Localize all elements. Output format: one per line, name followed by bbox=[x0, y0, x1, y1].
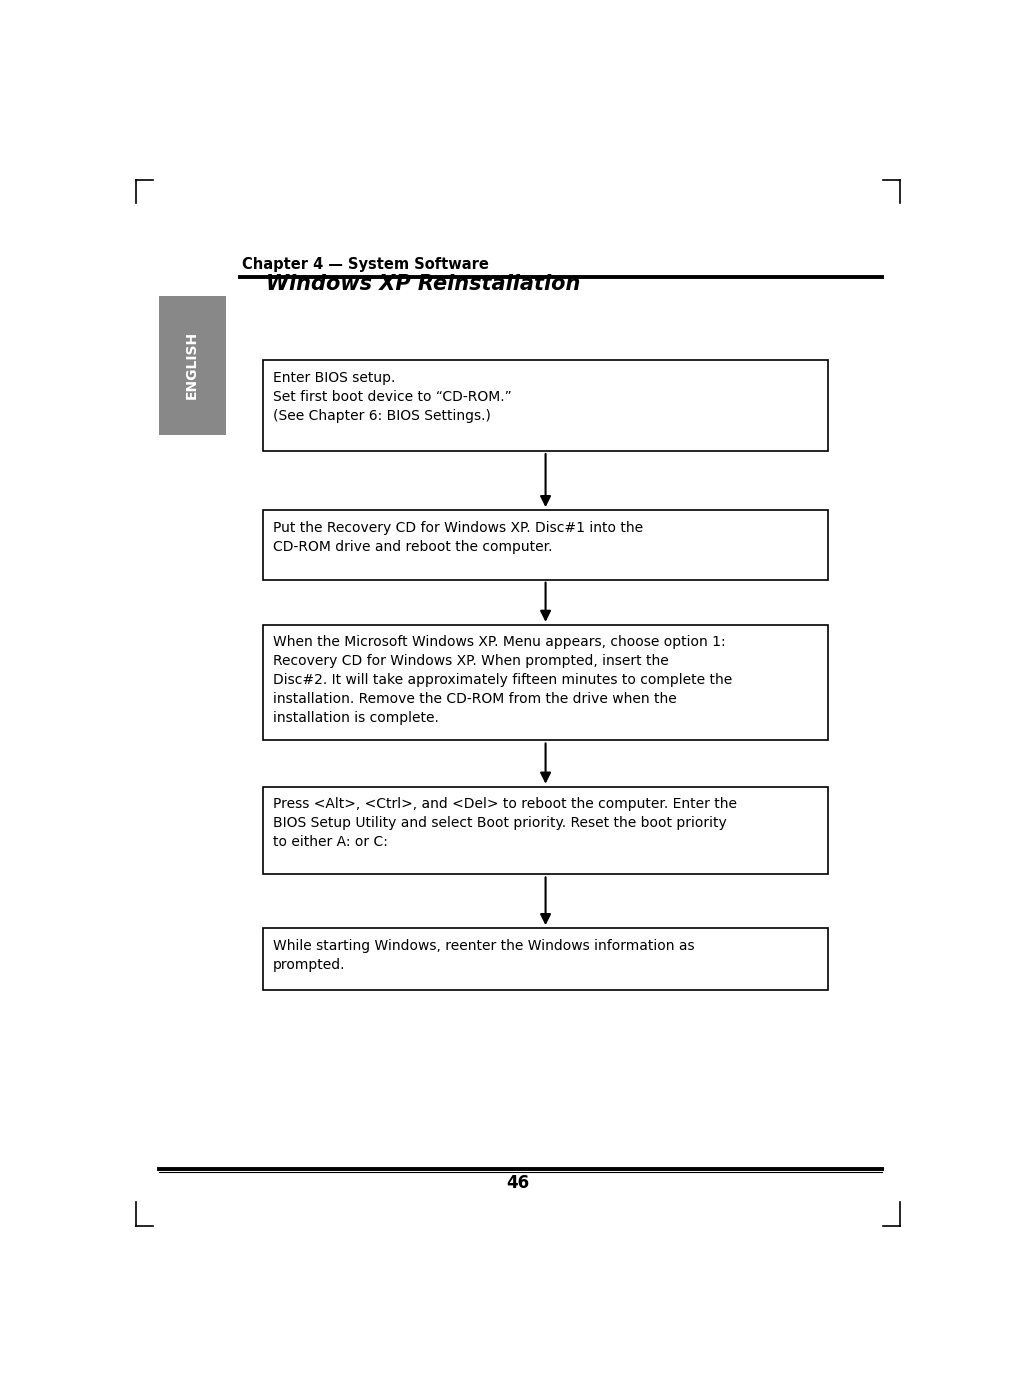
FancyBboxPatch shape bbox=[264, 786, 828, 874]
FancyBboxPatch shape bbox=[264, 509, 828, 579]
Text: Enter BIOS setup.
Set first boot device to “CD-ROM.”
(See Chapter 6: BIOS Settin: Enter BIOS setup. Set first boot device … bbox=[273, 370, 512, 423]
Text: When the Microsoft Windows XP. Menu appears, choose option 1:
Recovery CD for Wi: When the Microsoft Windows XP. Menu appe… bbox=[273, 635, 732, 725]
Text: Windows XP Reinstallation: Windows XP Reinstallation bbox=[266, 273, 580, 294]
FancyBboxPatch shape bbox=[264, 928, 828, 990]
FancyBboxPatch shape bbox=[264, 361, 828, 451]
Text: While starting Windows, reenter the Windows information as
prompted.: While starting Windows, reenter the Wind… bbox=[273, 938, 695, 972]
Text: ENGLISH: ENGLISH bbox=[185, 331, 199, 400]
FancyBboxPatch shape bbox=[160, 295, 225, 434]
Text: Press <Alt>, <Ctrl>, and <Del> to reboot the computer. Enter the
BIOS Setup Util: Press <Alt>, <Ctrl>, and <Del> to reboot… bbox=[273, 798, 737, 849]
Text: Put the Recovery CD for Windows XP. Disc#1 into the
CD-ROM drive and reboot the : Put the Recovery CD for Windows XP. Disc… bbox=[273, 521, 643, 554]
Text: 46: 46 bbox=[507, 1173, 530, 1192]
Text: Chapter 4 — System Software: Chapter 4 — System Software bbox=[243, 258, 489, 271]
FancyBboxPatch shape bbox=[264, 625, 828, 741]
